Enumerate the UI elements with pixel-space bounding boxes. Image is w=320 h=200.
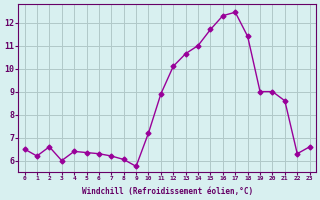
X-axis label: Windchill (Refroidissement éolien,°C): Windchill (Refroidissement éolien,°C) <box>82 187 253 196</box>
